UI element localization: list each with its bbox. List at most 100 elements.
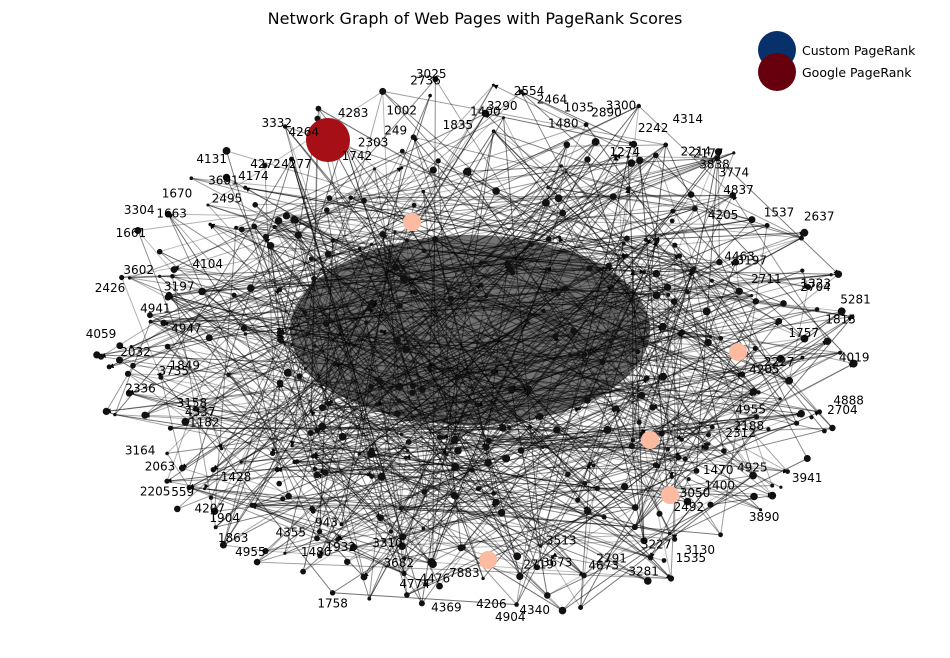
graph-edge — [296, 461, 697, 472]
graph-edge — [493, 130, 564, 214]
graph-node — [311, 275, 317, 282]
graph-edge — [431, 352, 841, 563]
graph-edge — [423, 191, 695, 269]
node-label: 3735 — [159, 364, 190, 378]
graph-node — [369, 474, 375, 479]
graph-node — [583, 122, 589, 128]
graph-edge — [645, 239, 740, 292]
graph-edge — [208, 78, 436, 339]
graph-edge — [382, 90, 666, 146]
graph-node — [361, 197, 367, 204]
graph-node — [348, 195, 354, 200]
graph-node — [309, 409, 313, 413]
graph-node — [575, 497, 581, 503]
graph-node — [613, 405, 620, 412]
graph-node — [475, 402, 481, 408]
graph-edge — [284, 126, 680, 257]
graph-node — [421, 489, 428, 495]
graph-edge — [623, 243, 752, 297]
graph-node — [276, 480, 283, 487]
graph-node — [324, 207, 330, 213]
graph-node — [219, 541, 227, 549]
legend: Custom PageRank Google PageRank — [758, 31, 916, 91]
node-label: 2704 — [800, 280, 831, 294]
graph-node — [656, 510, 663, 517]
graph-node — [243, 185, 248, 190]
graph-node — [797, 409, 805, 418]
node-label: 2336 — [125, 381, 156, 395]
graph-node — [665, 447, 670, 452]
graph-edge — [421, 501, 497, 604]
graph-edge — [639, 160, 671, 501]
graph-node — [240, 324, 248, 332]
graph-node — [552, 333, 559, 340]
graph-node — [399, 148, 405, 154]
graph-edge — [137, 230, 392, 532]
graph-edge — [254, 504, 502, 514]
graph-edge — [631, 413, 802, 447]
graph-node — [729, 192, 737, 199]
graph-node — [404, 238, 409, 243]
graph-edge — [558, 194, 733, 199]
graph-edge — [631, 446, 645, 541]
graph-edge — [402, 442, 710, 538]
graph-edge — [643, 458, 808, 542]
node-label: 1428 — [221, 470, 252, 484]
graph-node — [739, 371, 746, 378]
graph-edge — [280, 141, 345, 340]
graph-node — [398, 542, 406, 550]
graph-node — [850, 314, 855, 319]
graph-edge — [547, 187, 695, 210]
graph-node — [203, 487, 207, 491]
graph-node — [707, 442, 711, 446]
graph-edge — [376, 404, 497, 503]
graph-node — [447, 295, 455, 303]
node-label: 4774 — [399, 577, 430, 591]
graph-node — [539, 544, 543, 548]
graph-node — [630, 438, 636, 443]
graph-edge — [374, 168, 425, 252]
graph-edge — [223, 544, 266, 552]
graph-edge — [207, 90, 383, 206]
graph-node — [290, 343, 294, 347]
graph-node — [349, 543, 358, 551]
graph-node — [553, 426, 561, 434]
graph-node — [198, 287, 206, 296]
graph-node — [377, 378, 384, 385]
graph-edge — [382, 91, 497, 192]
node-label: 4463 — [724, 249, 755, 263]
graph-edge — [282, 485, 773, 500]
node-label: 1670 — [162, 187, 193, 201]
mid-pagerank-node — [661, 486, 679, 504]
graph-edge — [406, 411, 820, 596]
graph-edge — [580, 475, 754, 608]
node-label: 4277 — [281, 157, 312, 171]
graph-node — [432, 76, 439, 83]
graph-node — [124, 370, 132, 377]
graph-edge — [652, 357, 803, 409]
graph-node — [834, 270, 843, 278]
graph-node — [283, 368, 292, 377]
graph-edge — [403, 437, 441, 574]
graph-node — [624, 235, 630, 242]
graph-node — [594, 485, 600, 491]
graph-node — [208, 495, 214, 500]
graph-node — [366, 305, 372, 312]
graph-node — [289, 156, 294, 162]
node-label: 2464 — [537, 93, 568, 107]
graph-edge — [596, 152, 735, 489]
graph-node — [315, 105, 322, 112]
graph-node — [778, 397, 782, 401]
graph-node — [652, 462, 659, 469]
graph-node — [186, 484, 192, 491]
graph-node — [558, 606, 567, 615]
graph-node — [635, 349, 641, 355]
graph-node — [544, 592, 551, 599]
graph-edge — [167, 346, 405, 559]
graph-edge — [540, 391, 754, 547]
graph-edge — [129, 277, 293, 346]
graph-node — [794, 420, 800, 426]
node-label: 1470 — [703, 463, 734, 477]
node-label: 1400 — [704, 479, 735, 493]
graph-node — [165, 451, 169, 456]
